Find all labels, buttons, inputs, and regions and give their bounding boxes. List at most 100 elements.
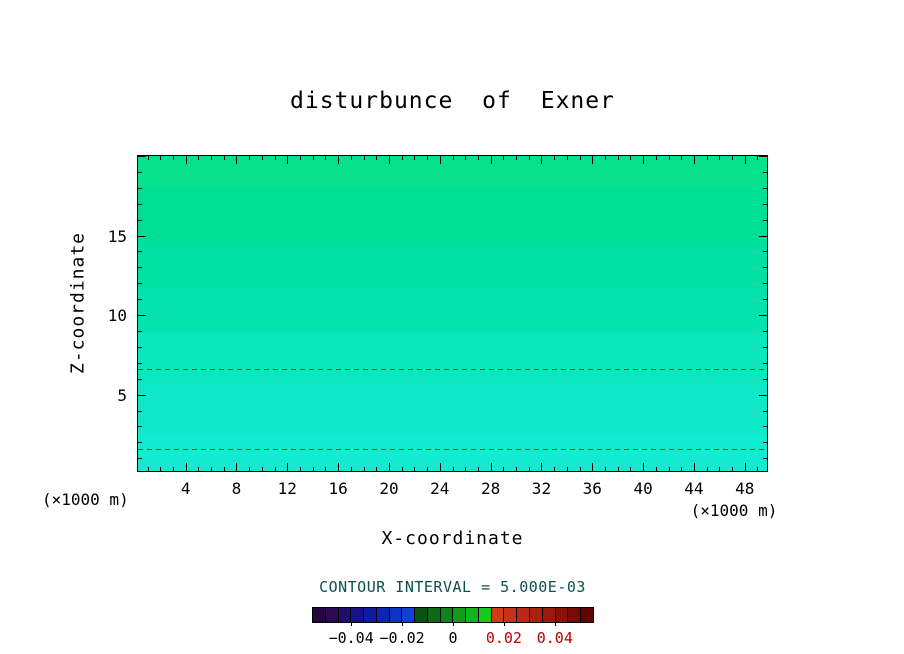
x-minor-tick xyxy=(604,156,606,160)
x-minor-tick xyxy=(579,467,581,471)
x-major-tick xyxy=(643,156,645,164)
x-minor-tick xyxy=(668,156,670,160)
x-minor-tick xyxy=(160,467,162,471)
x-minor-tick xyxy=(452,467,454,471)
x-major-tick xyxy=(388,463,390,471)
x-major-tick xyxy=(236,463,238,471)
x-minor-tick xyxy=(414,467,416,471)
y-minor-tick xyxy=(763,171,767,173)
x-minor-tick xyxy=(414,156,416,160)
x-minor-tick xyxy=(249,467,251,471)
x-minor-tick xyxy=(325,156,327,160)
x-minor-tick xyxy=(401,156,403,160)
colorbar-cell xyxy=(338,608,352,622)
x-minor-tick xyxy=(274,156,276,160)
y-minor-tick xyxy=(138,331,142,332)
x-major-tick xyxy=(693,156,695,164)
colorbar-cell xyxy=(453,608,467,622)
colorbar-cell xyxy=(466,608,479,622)
x-tick-label: 28 xyxy=(480,479,501,498)
colorbar-cell xyxy=(530,608,543,622)
dashed-contour-line xyxy=(138,369,767,371)
contour-interval-text: CONTOUR INTERVAL = 5.000E-03 xyxy=(319,578,586,596)
x-minor-tick xyxy=(528,156,530,160)
y-axis-unit-label: (×1000 m) xyxy=(42,490,129,509)
colorbar-tick-label: 0.04 xyxy=(536,629,573,647)
colorbar-tick-label: −0.04 xyxy=(328,629,374,647)
x-minor-tick xyxy=(172,467,174,471)
x-major-tick xyxy=(541,463,543,471)
x-minor-tick xyxy=(198,156,200,160)
x-minor-tick xyxy=(427,467,429,471)
x-minor-tick xyxy=(350,467,352,471)
x-minor-tick xyxy=(617,467,619,471)
colorbar-tick xyxy=(351,622,353,626)
y-axis-title: Z-coordinate xyxy=(67,231,89,375)
colorbar-cell xyxy=(313,608,326,622)
y-major-tick xyxy=(138,394,146,396)
chart-title: disturbunce of Exner xyxy=(290,88,615,114)
colorbar-cell xyxy=(376,608,390,622)
y-minor-tick xyxy=(138,171,142,173)
y-tick-label: 15 xyxy=(107,226,127,246)
x-tick-label: 4 xyxy=(180,479,191,498)
x-minor-tick xyxy=(503,467,505,471)
x-minor-tick xyxy=(325,467,327,471)
y-minor-tick xyxy=(138,410,142,412)
y-minor-tick xyxy=(763,442,767,444)
colorbar-cell xyxy=(325,608,339,622)
x-minor-tick xyxy=(249,156,251,160)
x-minor-tick xyxy=(566,467,568,471)
x-minor-tick xyxy=(477,467,479,471)
x-minor-tick xyxy=(719,156,721,160)
x-tick-label: 12 xyxy=(277,479,297,498)
colorbar-cell xyxy=(415,608,428,622)
y-minor-tick xyxy=(138,426,142,428)
colorbar-tick xyxy=(503,622,505,626)
y-major-tick xyxy=(759,235,767,237)
x-minor-tick xyxy=(376,156,378,160)
x-major-tick xyxy=(338,156,340,164)
x-minor-tick xyxy=(274,467,276,471)
colorbar-cell xyxy=(491,608,505,622)
x-minor-tick xyxy=(516,467,518,471)
colorbar-cell xyxy=(389,608,403,622)
y-minor-tick xyxy=(138,203,142,205)
colorbar-cell xyxy=(427,608,441,622)
colorbar-tick-label: −0.02 xyxy=(379,629,425,647)
x-tick-label: 20 xyxy=(379,479,399,498)
y-minor-tick xyxy=(763,283,767,285)
y-minor-tick xyxy=(763,362,767,364)
x-major-tick xyxy=(236,156,238,164)
y-minor-tick xyxy=(138,346,142,348)
colorbar-tick-label: 0.02 xyxy=(485,629,522,647)
x-minor-tick xyxy=(516,156,518,160)
x-tick-label: 48 xyxy=(735,479,755,498)
y-minor-tick xyxy=(763,378,767,380)
y-major-tick xyxy=(138,315,146,317)
y-minor-tick xyxy=(138,458,142,460)
colorbar-cell xyxy=(351,608,365,622)
y-minor-tick xyxy=(763,203,767,205)
x-major-tick xyxy=(592,156,594,164)
x-major-tick xyxy=(185,463,187,471)
y-minor-tick xyxy=(138,362,142,364)
x-tick-label: 40 xyxy=(633,479,653,498)
x-minor-tick xyxy=(655,156,657,160)
x-minor-tick xyxy=(719,467,721,471)
x-tick-label: 24 xyxy=(430,479,450,498)
x-minor-tick xyxy=(528,467,530,471)
x-minor-tick xyxy=(566,156,568,160)
x-minor-tick xyxy=(732,467,734,471)
x-minor-tick xyxy=(261,156,263,160)
colorbar xyxy=(312,607,594,623)
colorbar-cell xyxy=(581,608,593,622)
y-minor-tick xyxy=(763,458,767,460)
x-major-tick xyxy=(490,156,492,164)
x-minor-tick xyxy=(604,467,606,471)
x-axis-title: X-coordinate xyxy=(381,528,524,549)
colorbar-cell xyxy=(478,608,492,622)
x-major-tick xyxy=(490,463,492,471)
x-minor-tick xyxy=(757,467,759,471)
